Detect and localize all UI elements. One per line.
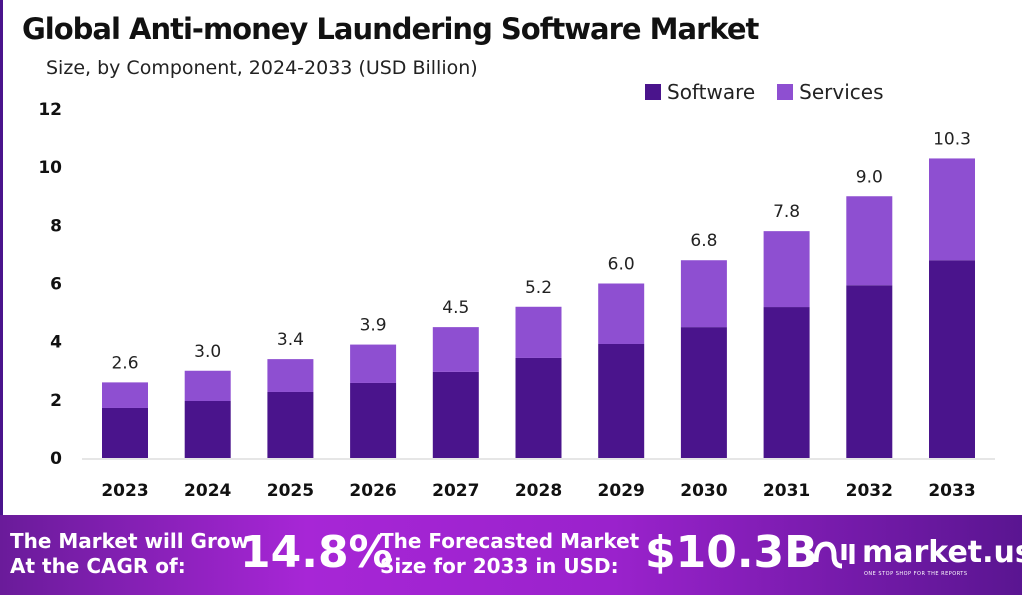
bar-services <box>846 196 893 286</box>
forecast-label-line1: The Forecasted Market <box>380 529 640 553</box>
y-tick-label: 12 <box>38 100 62 120</box>
data-label: 2.6 <box>111 353 138 373</box>
data-label: 3.0 <box>194 342 221 362</box>
bar-software <box>846 285 893 458</box>
bar-services <box>515 306 562 358</box>
cagr-label-line1: The Market will Grow <box>10 529 250 553</box>
legend-item-software: Software <box>645 80 755 104</box>
bar-services <box>102 382 148 408</box>
logo-text: market.us <box>862 535 1022 570</box>
bar-services <box>598 283 645 344</box>
y-tick-label: 0 <box>50 449 62 469</box>
bar-software <box>350 382 397 458</box>
legend-label: Software <box>667 80 756 104</box>
bar-software <box>102 407 148 458</box>
x-tick-label: 2026 <box>349 481 396 501</box>
data-label: 6.0 <box>608 255 635 275</box>
logo-icon <box>813 540 855 568</box>
y-tick-label: 8 <box>50 216 62 236</box>
bar-services <box>763 231 810 308</box>
x-tick-label: 2031 <box>763 481 810 501</box>
cagr-label: The Market will Grow At the CAGR of: <box>10 529 249 579</box>
x-tick-label: 2032 <box>846 481 893 501</box>
x-tick-label: 2028 <box>515 481 562 501</box>
data-label: 3.4 <box>277 330 304 350</box>
bar-services <box>350 344 397 383</box>
legend: Software Services <box>645 80 884 104</box>
x-tick-label: 2033 <box>928 481 975 501</box>
x-tick-label: 2024 <box>184 481 231 501</box>
x-tick-label: 2030 <box>680 481 727 501</box>
legend-swatch-services <box>777 84 794 100</box>
cagr-label-line2: At the CAGR of: <box>10 554 186 578</box>
chart-plot: 0 2 4 6 8 10 12 2.6 2023 3.0 2024 3.4 2025 3.9 2026 4.5… <box>38 100 995 501</box>
data-label: 5.2 <box>525 278 552 298</box>
y-tick-label: 10 <box>38 158 62 178</box>
y-tick-label: 4 <box>50 333 62 353</box>
bar-software <box>929 260 975 458</box>
legend-swatch-software <box>645 84 661 100</box>
bar-software <box>680 327 727 458</box>
chart-title: Global Anti-money Laundering Software Ma… <box>22 12 759 46</box>
legend-label: Services <box>799 80 884 104</box>
bar-software <box>598 343 645 458</box>
bar-software <box>515 357 562 458</box>
x-tick-label: 2023 <box>101 481 148 501</box>
data-label: 6.8 <box>690 231 717 251</box>
y-tick-label: 2 <box>50 391 62 411</box>
bar-software <box>267 391 314 458</box>
data-label: 3.9 <box>360 316 387 336</box>
forecast-label: The Forecasted Market Size for 2033 in US… <box>380 529 639 579</box>
bar-services <box>267 359 314 392</box>
data-label: 7.8 <box>773 202 800 222</box>
x-tick-label: 2025 <box>267 481 314 501</box>
x-tick-label: 2029 <box>598 481 645 501</box>
footer-banner: The Market will Grow At the CAGR of: 14.8… <box>0 515 1022 595</box>
market-us-logo: market.us ONE STOP SHOP FOR THE REPORTS <box>812 535 1022 577</box>
bar-services <box>432 327 479 372</box>
cagr-value: 14.8% <box>240 527 393 578</box>
chart-subtitle: Size, by Component, 2024-2033 (USD Billi… <box>46 57 478 79</box>
bar-services <box>929 158 975 261</box>
forecast-value: $10.3B <box>645 527 818 578</box>
x-tick-label: 2027 <box>432 481 479 501</box>
bar-software <box>432 371 479 458</box>
logo-tagline: ONE STOP SHOP FOR THE REPORTS <box>864 571 968 577</box>
bar-software <box>763 307 810 458</box>
data-label: 10.3 <box>933 129 971 149</box>
left-border <box>0 0 3 515</box>
forecast-label-line2: Size for 2033 in USD: <box>380 554 619 578</box>
data-label: 9.0 <box>856 167 883 187</box>
bar-services <box>680 260 727 328</box>
bar-services <box>184 370 231 401</box>
legend-item-services: Services <box>777 80 884 104</box>
data-label: 4.5 <box>442 298 469 318</box>
y-tick-label: 6 <box>50 275 62 295</box>
bar-software <box>184 400 231 458</box>
